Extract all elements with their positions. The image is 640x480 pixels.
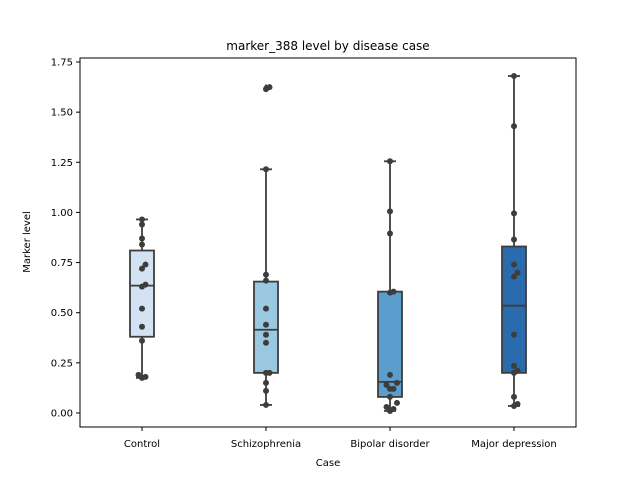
data-point	[387, 158, 393, 165]
data-point	[263, 387, 269, 394]
y-axis-title: Marker level	[22, 211, 33, 273]
data-point	[514, 400, 521, 407]
data-point	[511, 236, 517, 243]
data-point	[511, 331, 517, 338]
data-point	[514, 367, 521, 374]
y-tick-label: 1.00	[51, 208, 73, 219]
y-tick-label: 1.75	[51, 58, 73, 69]
y-tick-label: 1.50	[51, 108, 73, 119]
data-point	[263, 166, 269, 173]
x-axis: Control Schizophrenia Bipolar disorder Majo…	[124, 427, 557, 450]
y-tick-label: 0.75	[51, 258, 73, 269]
data-point	[139, 265, 145, 272]
y-tick-label: 1.25	[51, 158, 73, 169]
data-point	[511, 362, 517, 369]
data-point	[390, 405, 397, 412]
data-point	[511, 273, 517, 280]
data-point	[394, 399, 400, 406]
data-point	[383, 381, 390, 388]
data-point	[139, 305, 145, 312]
plot-frame	[79, 57, 577, 428]
data-point	[390, 288, 397, 295]
box-iqr	[377, 290, 403, 398]
data-point	[514, 269, 521, 276]
data-point	[511, 210, 517, 217]
data-point	[263, 401, 269, 408]
box-group-control	[129, 218, 155, 379]
chart-title: marker_388 level by disease case	[226, 39, 429, 53]
data-point	[142, 281, 149, 288]
data-point	[263, 305, 269, 312]
x-tick-label: Control	[124, 439, 160, 450]
box-group-major-depression	[501, 75, 527, 407]
data-point	[139, 337, 145, 344]
data-point	[139, 221, 145, 228]
data-point	[387, 371, 393, 378]
x-tick-label: Major depression	[471, 439, 557, 450]
data-point	[511, 393, 517, 400]
data-point	[263, 271, 269, 278]
data-point	[387, 230, 393, 237]
data-point	[139, 235, 145, 242]
data-point	[142, 373, 149, 380]
data-point	[142, 261, 149, 268]
y-tick-label: 0.00	[51, 408, 73, 419]
data-point	[266, 84, 273, 91]
data-point	[139, 323, 145, 330]
data-point	[263, 321, 269, 328]
data-point	[263, 339, 269, 346]
data-point	[511, 73, 517, 80]
data-point	[387, 393, 393, 400]
data-point	[266, 369, 273, 376]
box-iqr	[501, 245, 527, 374]
data-point	[511, 123, 517, 130]
data-point	[139, 241, 145, 248]
y-tick-label: 0.25	[51, 358, 73, 369]
data-point	[383, 403, 390, 410]
data-point	[263, 331, 269, 338]
data-point	[390, 385, 397, 392]
y-axis: 0.00 0.25 0.50 0.75 1.00 1.25 1.50 1.75	[51, 58, 80, 419]
box-group-schizophrenia	[253, 83, 279, 406]
data-point	[263, 379, 269, 386]
plot-area	[129, 73, 527, 414]
x-tick-label: Bipolar disorder	[350, 439, 430, 450]
box-iqr	[129, 249, 155, 338]
x-axis-title: Case	[316, 458, 340, 469]
data-point	[511, 261, 517, 268]
data-point	[387, 208, 393, 215]
y-tick-label: 0.50	[51, 308, 73, 319]
data-point	[139, 216, 145, 223]
data-point	[135, 371, 142, 378]
x-tick-label: Schizophrenia	[231, 439, 301, 450]
data-point	[394, 379, 400, 386]
data-point	[263, 277, 269, 284]
